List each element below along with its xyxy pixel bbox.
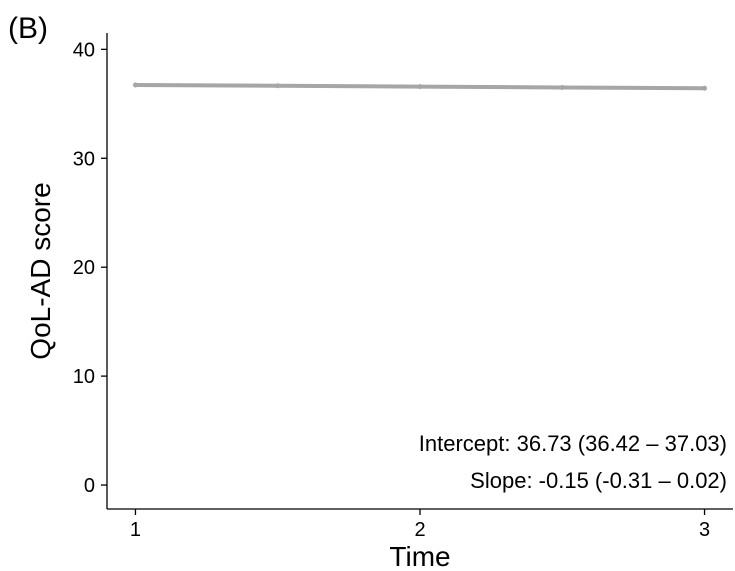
x-tick-label: 2 <box>414 519 425 541</box>
y-tick-label: 0 <box>84 475 95 497</box>
data-point <box>417 84 423 90</box>
y-tick-label: 10 <box>73 366 95 388</box>
panel-label: (B) <box>8 12 48 45</box>
x-axis-title: Time <box>389 541 450 571</box>
data-point <box>132 82 138 88</box>
series-layer <box>132 82 708 91</box>
x-tick-label: 1 <box>130 519 141 541</box>
x-axis-ticks: 1 2 3 <box>130 509 710 541</box>
y-tick-label: 30 <box>73 148 95 170</box>
x-tick-label: 3 <box>699 519 710 541</box>
y-axis-ticks: 0 10 20 30 40 <box>73 39 107 497</box>
data-point <box>559 84 565 90</box>
data-point <box>275 83 281 89</box>
slope-annotation: Slope: -0.15 (-0.31 – 0.02) <box>470 468 727 493</box>
data-point <box>702 85 708 91</box>
y-tick-label: 20 <box>73 257 95 279</box>
y-tick-label: 40 <box>73 39 95 61</box>
intercept-annotation: Intercept: 36.73 (36.42 – 37.03) <box>419 431 727 456</box>
y-axis-title: QoL-AD score <box>25 182 56 359</box>
